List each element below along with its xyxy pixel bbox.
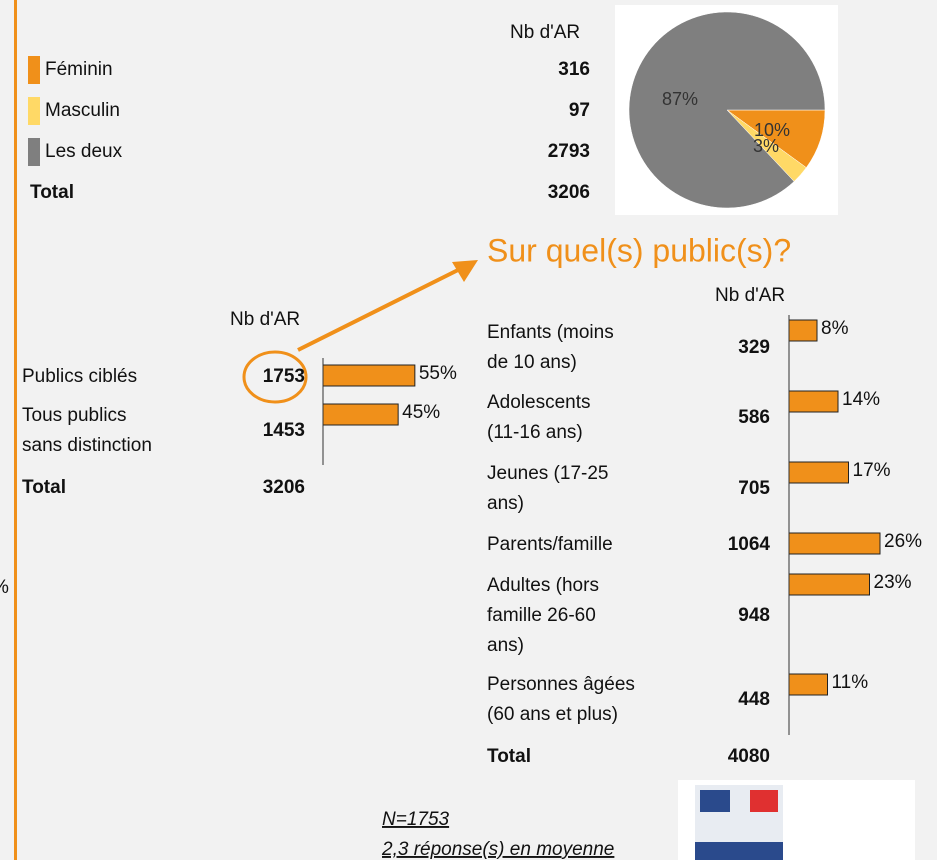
row-count: 97 [569, 100, 590, 121]
footnote: 2,3 réponse(s) en moyenne [381, 839, 614, 860]
total-label: Total [30, 182, 74, 203]
pie-slice [628, 11, 826, 209]
bar [322, 403, 399, 426]
bar-label: 17% [853, 460, 891, 481]
row-count: 586 [738, 407, 770, 428]
row-count: 316 [558, 59, 590, 80]
row-count: 705 [738, 478, 770, 499]
row-label: Les deux [45, 141, 123, 162]
bar [788, 461, 849, 484]
logo-band [695, 842, 783, 860]
row-label: Adultes (hors [487, 575, 599, 596]
row-label: Féminin [45, 59, 113, 80]
row-label: Enfants (moins [487, 322, 614, 343]
pie-label: 87% [662, 89, 698, 109]
side-rule [14, 0, 17, 860]
header: Nb d'AR [230, 309, 300, 330]
bar-label: 23% [874, 572, 912, 593]
bar [788, 390, 839, 413]
bar-label: 8% [821, 318, 849, 339]
header: Nb d'AR [715, 285, 785, 306]
bar-label: 45% [402, 402, 440, 423]
total-count: 4080 [728, 746, 770, 767]
total-count: 3206 [548, 182, 590, 203]
bar-label: 11% [832, 672, 869, 693]
header: Nb d'AR [510, 22, 580, 43]
bar-label: 26% [884, 531, 922, 552]
bar [322, 364, 416, 387]
arrow [297, 266, 463, 352]
arrow-head [452, 260, 478, 282]
logo [678, 780, 915, 860]
bar [788, 573, 870, 596]
title: Sur quel(s) public(s)? [487, 232, 791, 268]
legend-swatch [28, 97, 40, 125]
row-label: Parents/famille [487, 534, 613, 555]
total-count: 3206 [263, 477, 305, 498]
row-label: ans) [487, 493, 524, 514]
highlight-circle [242, 350, 308, 404]
row-label: Masculin [45, 100, 120, 121]
logo-red [750, 790, 778, 812]
row-label: ans) [487, 635, 524, 656]
row-count: 948 [738, 605, 770, 626]
bar-label: 55% [419, 363, 457, 384]
total-label: Total [487, 746, 531, 767]
total-label: Total [22, 477, 66, 498]
bar [788, 673, 828, 696]
row-label: Jeunes (17-25 [487, 463, 608, 484]
row-count: 2793 [548, 141, 590, 162]
row-count: 448 [738, 689, 770, 710]
row-label: Personnes âgées [487, 674, 635, 695]
row-count: 329 [738, 337, 770, 358]
row-count: 1064 [728, 534, 771, 555]
row-count: 1753 [263, 366, 305, 387]
footnote: N=1753 [382, 809, 450, 830]
row-label: Publics ciblés [22, 366, 137, 387]
logo-blue [700, 790, 730, 812]
row-label: Tous publics [22, 405, 127, 426]
row-label: de 10 ans) [487, 352, 577, 373]
edge-text: % [0, 577, 9, 598]
bar [788, 532, 881, 555]
legend-swatch [28, 56, 40, 84]
pie-label: 3% [753, 136, 779, 156]
row-label: (11-16 ans) [487, 422, 583, 443]
row-label: Adolescents [487, 392, 591, 413]
row-label: (60 ans et plus) [487, 704, 618, 725]
row-label: famille 26-60 [487, 605, 596, 626]
bar-label: 14% [842, 389, 880, 410]
row-count: 1453 [263, 420, 305, 441]
pie-label: 10% [754, 120, 790, 140]
row-label: sans distinction [22, 435, 152, 456]
bar [788, 319, 818, 342]
legend-swatch [28, 138, 40, 166]
